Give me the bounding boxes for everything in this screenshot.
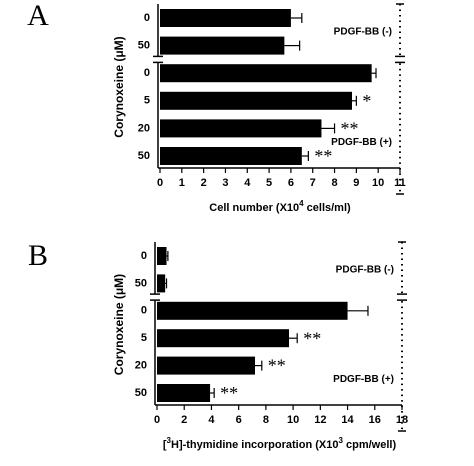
x-tick-label: 2 bbox=[181, 414, 187, 426]
error-bar bbox=[352, 95, 357, 106]
x-tick-label: 0 bbox=[157, 177, 163, 189]
group-label: PDGF-BB (+) bbox=[333, 374, 394, 385]
significance-mark: ** bbox=[303, 328, 321, 348]
x-tick-label: 0 bbox=[154, 414, 160, 426]
bar bbox=[157, 274, 166, 293]
y-tick-label: 5 bbox=[141, 332, 147, 344]
error-bar bbox=[255, 360, 263, 371]
error-bar bbox=[347, 305, 369, 316]
x-tick-label: 7 bbox=[310, 177, 316, 189]
bar bbox=[160, 147, 302, 165]
bar bbox=[160, 64, 372, 83]
error-bar bbox=[210, 388, 215, 398]
y-tick-label: 0 bbox=[144, 67, 150, 79]
x-tick-label: 5 bbox=[266, 177, 272, 189]
y-tick-label: 0 bbox=[141, 250, 147, 262]
x-tick-label: 12 bbox=[314, 414, 326, 426]
x-tick-label: 6 bbox=[236, 414, 242, 426]
x-tick-label: 3 bbox=[222, 177, 228, 189]
y-tick-label: 50 bbox=[138, 40, 150, 52]
x-tick-label: 16 bbox=[369, 414, 381, 426]
x-tick-label: 1 bbox=[179, 177, 185, 189]
y-tick-label: 50 bbox=[138, 150, 150, 162]
bar bbox=[157, 356, 255, 375]
error-bar bbox=[289, 333, 298, 344]
x-axis-label: Cell number (X104 cells/ml) bbox=[209, 199, 351, 214]
x-label-part: cpm/well) bbox=[343, 439, 397, 451]
x-tick-label: 4 bbox=[244, 177, 251, 189]
error-bar bbox=[290, 13, 303, 23]
y-tick-label: 0 bbox=[141, 305, 147, 317]
x-tick-label: 2 bbox=[201, 177, 207, 189]
x-label-part: [ bbox=[163, 439, 167, 451]
bar bbox=[157, 301, 348, 320]
error-bar bbox=[301, 151, 309, 161]
y-tick-label: 20 bbox=[138, 122, 150, 134]
y-axis-label: Corynoxeine (μM) bbox=[112, 274, 126, 375]
y-tick-label: 5 bbox=[144, 95, 150, 107]
significance-mark: ** bbox=[341, 119, 359, 139]
x-tick-label: 9 bbox=[353, 177, 359, 189]
x-label-part: cells/ml) bbox=[304, 202, 351, 214]
error-bar bbox=[371, 68, 377, 79]
panel-label: B bbox=[28, 239, 48, 272]
significance-mark: * bbox=[362, 91, 371, 111]
x-label-part: 3 bbox=[338, 436, 343, 445]
significance-mark: ** bbox=[220, 383, 238, 403]
x-tick-label: 14 bbox=[341, 414, 354, 426]
error-bar bbox=[284, 40, 301, 51]
group-label: PDGF-BB (+) bbox=[331, 137, 392, 148]
x-tick-label: 4 bbox=[208, 414, 215, 426]
bar bbox=[157, 247, 167, 265]
bar bbox=[160, 36, 285, 55]
significance-mark: ** bbox=[268, 356, 286, 376]
group-label: PDGF-BB (-) bbox=[336, 264, 394, 275]
y-tick-label: 50 bbox=[135, 277, 147, 289]
bar bbox=[160, 119, 322, 138]
x-tick-label: 18 bbox=[396, 414, 408, 426]
x-tick-label: 11 bbox=[394, 177, 406, 189]
x-tick-label: 8 bbox=[263, 414, 269, 426]
x-label-part: 3 bbox=[167, 436, 172, 445]
bar bbox=[160, 9, 291, 27]
bar bbox=[157, 329, 290, 348]
y-tick-label: 20 bbox=[135, 360, 147, 372]
x-tick-label: 10 bbox=[372, 177, 384, 189]
x-tick-label: 6 bbox=[288, 177, 294, 189]
error-bar bbox=[321, 123, 336, 134]
error-bar bbox=[166, 251, 169, 261]
bar bbox=[157, 384, 211, 402]
y-axis-label: Corynoxeine (μM) bbox=[112, 36, 126, 137]
y-tick-label: 50 bbox=[135, 387, 147, 399]
group-label: PDGF-BB (-) bbox=[334, 26, 392, 37]
significance-mark: ** bbox=[314, 146, 332, 166]
x-tick-label: 8 bbox=[331, 177, 337, 189]
x-label-part: H]-thymidine incorporation (X10 bbox=[171, 439, 338, 451]
x-label-part: Cell number (X10 bbox=[209, 202, 299, 214]
panel-label: A bbox=[27, 0, 49, 32]
bar bbox=[160, 91, 352, 110]
x-label-part: 4 bbox=[299, 199, 304, 208]
x-tick-label: 10 bbox=[287, 414, 299, 426]
x-axis-label: [3H]-thymidine incorporation (X103 cpm/w… bbox=[163, 436, 397, 451]
y-tick-label: 0 bbox=[144, 12, 150, 24]
error-bar bbox=[165, 278, 168, 289]
